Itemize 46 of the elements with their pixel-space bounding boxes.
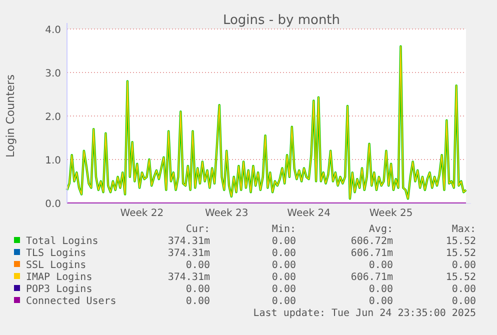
text: 0.00 xyxy=(452,260,476,271)
text: 374.31m xyxy=(168,236,210,247)
y-tick-label: 1.0 xyxy=(45,156,61,166)
text: 0.00 xyxy=(272,236,296,247)
text: 606.71m xyxy=(350,272,393,283)
text: 15.52 xyxy=(446,236,476,247)
legend-label: Connected Users xyxy=(26,296,116,307)
text: 0.00 xyxy=(186,296,210,307)
legend-label: POP3 Logins xyxy=(26,284,92,295)
y-tick-label: 2.0 xyxy=(45,112,61,123)
text: 0.00 xyxy=(452,284,476,295)
text: Cur: xyxy=(186,224,210,235)
text: 0.00 xyxy=(368,260,393,271)
chart-title: Logins - by month xyxy=(222,13,340,28)
text: 0.00 xyxy=(272,272,296,283)
y-tick-label: 4.0 xyxy=(45,25,61,36)
text: Last update: Tue Jun 24 23:35:00 2025 xyxy=(253,308,476,319)
legend-label: TLS Logins xyxy=(26,248,86,259)
text: 606.72m xyxy=(350,236,393,247)
x-tick-label: Week 25 xyxy=(369,208,413,219)
text: 0.00 xyxy=(272,284,296,295)
text: 0.00 xyxy=(452,296,476,307)
text: 0.00 xyxy=(272,260,296,271)
text: 15.52 xyxy=(446,248,476,259)
y-tick-label: 0.0 xyxy=(45,199,61,210)
text: 606.71m xyxy=(350,248,393,259)
text: 374.31m xyxy=(168,272,210,283)
text: 0.00 xyxy=(272,248,296,259)
x-tick-label: Week 23 xyxy=(204,208,248,219)
y-axis-title: Login Counters xyxy=(4,74,17,158)
legend-label: Total Logins xyxy=(26,236,98,247)
legend-label: SSL Logins xyxy=(26,260,86,271)
text: 0.00 xyxy=(272,296,296,307)
legend-label: IMAP Logins xyxy=(26,272,92,283)
text: 0.00 xyxy=(368,296,393,307)
text: 0.00 xyxy=(186,260,210,271)
x-tick-label: Week 22 xyxy=(120,208,164,219)
text: 15.52 xyxy=(446,272,476,283)
y-tick-label: 3.0 xyxy=(45,68,61,80)
x-tick-label: Week 24 xyxy=(287,208,330,219)
text: Avg: xyxy=(368,224,393,235)
text: 0.00 xyxy=(186,284,210,295)
text: Min: xyxy=(272,224,296,235)
text: Max: xyxy=(452,224,476,235)
text: 374.31m xyxy=(168,248,210,259)
text: 0.00 xyxy=(368,284,393,295)
